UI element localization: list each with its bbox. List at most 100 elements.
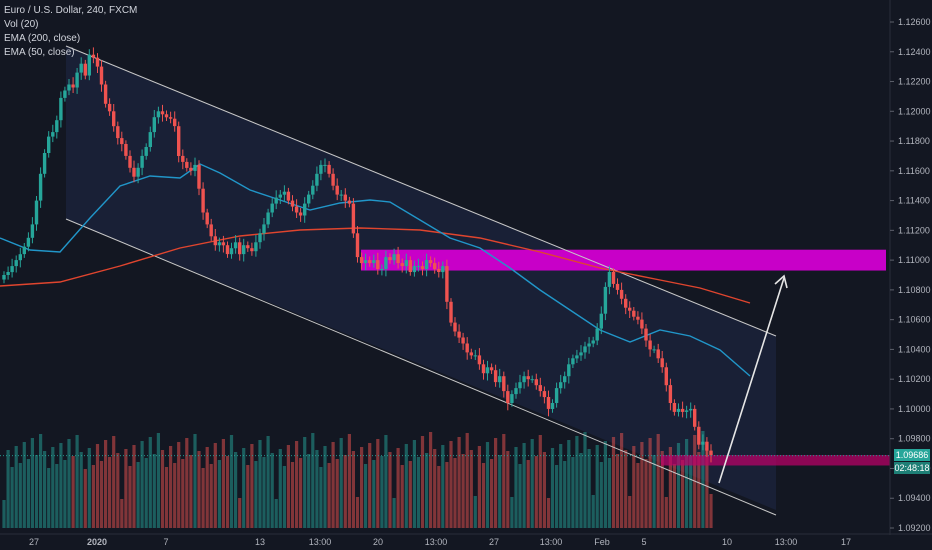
volume-bar xyxy=(55,464,59,528)
volume-bar xyxy=(388,452,392,528)
candle-body xyxy=(554,388,559,403)
volume-bar xyxy=(299,458,303,528)
candle-body xyxy=(384,257,388,269)
volume-bar xyxy=(238,498,242,528)
candle-body xyxy=(652,349,656,351)
candle-body xyxy=(83,63,87,76)
volume-bar xyxy=(213,443,217,528)
volume-bar xyxy=(485,442,490,528)
volume-bar xyxy=(603,441,607,528)
volume-bar xyxy=(611,437,616,528)
volume-bar xyxy=(148,437,152,528)
candle-body xyxy=(250,248,254,252)
volume-bar xyxy=(95,444,100,528)
candle-body xyxy=(91,54,96,58)
candle-body xyxy=(636,316,640,320)
candle-body xyxy=(274,197,278,204)
candle-body xyxy=(424,260,429,269)
candle-body xyxy=(563,376,567,383)
volume-bar xyxy=(416,457,420,528)
candle-body xyxy=(343,194,347,201)
volume-bar xyxy=(404,444,408,528)
volume-bar xyxy=(591,495,595,528)
time-tick-label: 27 xyxy=(29,537,39,547)
candle-body xyxy=(534,379,538,386)
time-tick-label: 13 xyxy=(255,537,265,547)
volume-bar xyxy=(51,447,55,528)
candle-body xyxy=(63,90,67,98)
volume-bar xyxy=(2,500,6,528)
volume-bar xyxy=(144,458,148,528)
volume-bar xyxy=(656,434,660,528)
volume-bar xyxy=(91,465,95,528)
candle-body xyxy=(42,153,47,174)
volume-bar xyxy=(331,442,335,528)
volume-bar xyxy=(672,464,676,528)
volume-bar xyxy=(583,432,587,528)
candle-body xyxy=(238,242,242,255)
volume-bar xyxy=(246,465,250,528)
candle-body xyxy=(55,120,59,133)
volume-indicator-label[interactable]: Vol (20) xyxy=(4,19,39,30)
candle-body xyxy=(404,260,408,267)
volume-bar xyxy=(71,456,75,528)
candle-body xyxy=(168,117,173,119)
volume-bar xyxy=(498,455,502,528)
volume-bar xyxy=(193,434,197,528)
candle-body xyxy=(229,248,234,255)
volume-bar xyxy=(295,441,299,528)
candle-body xyxy=(282,191,287,195)
candle-body xyxy=(30,224,35,238)
candle-body xyxy=(193,164,197,171)
volume-bar xyxy=(368,443,372,528)
channel-upper-line xyxy=(65,45,777,337)
ema200-indicator-label[interactable]: EMA (200, close) xyxy=(4,33,81,44)
volume-bar xyxy=(307,454,311,528)
candle-body xyxy=(680,408,685,412)
ema50-indicator-label[interactable]: EMA (50, close) xyxy=(4,47,75,58)
candle-body xyxy=(99,66,104,85)
volume-bar xyxy=(108,457,112,528)
candle-body xyxy=(95,57,100,67)
candle-body xyxy=(270,203,274,213)
volume-bar xyxy=(636,463,640,528)
volume-bar xyxy=(615,454,620,528)
volume-bar xyxy=(668,447,672,528)
volume-bar xyxy=(571,457,575,528)
volume-bar xyxy=(217,460,221,528)
candle-body xyxy=(640,319,644,329)
volume-bar xyxy=(628,496,632,528)
volume-bar xyxy=(372,460,376,528)
volume-bar xyxy=(335,459,339,528)
candle-body xyxy=(469,352,473,356)
volume-bar xyxy=(461,454,465,528)
symbol-label[interactable]: Euro / U.S. Dollar, 240, FXCM xyxy=(4,5,138,16)
candle-body xyxy=(632,310,636,317)
volume-bar xyxy=(546,498,551,528)
volume-bar xyxy=(59,443,63,528)
volume-bar xyxy=(648,438,652,528)
candle-body xyxy=(197,164,201,189)
candle-body xyxy=(510,394,514,403)
support-zone xyxy=(661,455,890,466)
candle-body xyxy=(347,200,352,204)
volume-bars xyxy=(2,431,713,528)
volume-bar xyxy=(205,447,209,528)
volume-bar xyxy=(473,496,477,528)
candle-body xyxy=(388,257,392,261)
candle-body xyxy=(660,358,664,368)
candle-body xyxy=(363,260,368,264)
price-tick-label: 1.12000 xyxy=(898,106,931,116)
volume-bar xyxy=(22,442,26,528)
volume-bar xyxy=(522,443,526,528)
candle-body xyxy=(10,266,14,273)
ema50-line xyxy=(0,163,751,377)
time-tick-label: 2020 xyxy=(87,537,107,547)
volume-bar xyxy=(124,449,128,528)
candle-body xyxy=(205,212,209,225)
candle-body xyxy=(152,117,156,133)
volume-bar xyxy=(258,440,262,528)
time-tick-label: 13:00 xyxy=(309,537,332,547)
price-tick-label: 1.11600 xyxy=(898,166,930,176)
